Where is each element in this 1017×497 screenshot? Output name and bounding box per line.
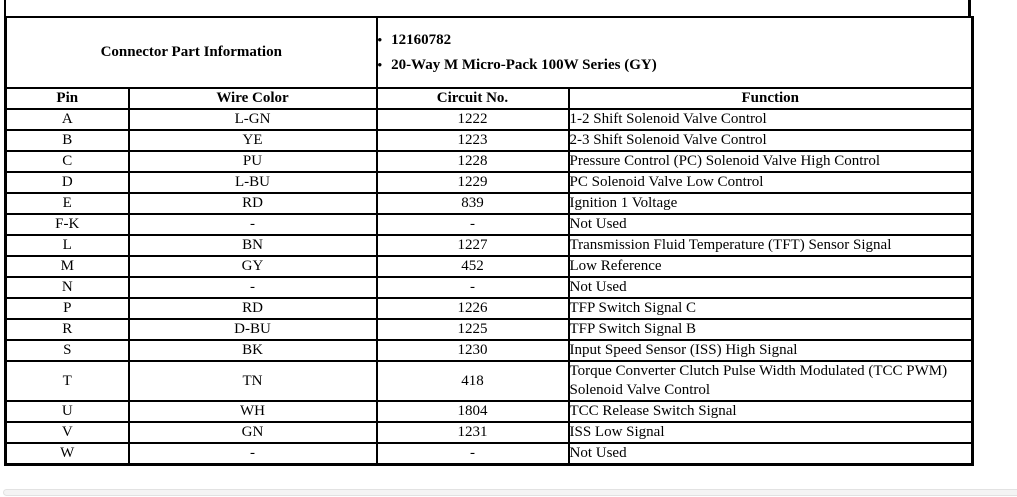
pin-cell: L	[4, 234, 130, 257]
circuit-no-cell: 452	[375, 255, 570, 278]
function-cell: Input Speed Sensor (ISS) High Signal	[567, 339, 974, 362]
function-cell: Pressure Control (PC) Solenoid Valve Hig…	[567, 150, 974, 173]
function-cell: Torque Converter Clutch Pulse Width Modu…	[567, 360, 974, 402]
pin-cell: E	[4, 192, 130, 215]
circuit-no-cell: 1223	[375, 129, 570, 152]
table-row: P RD 1226 TFP Switch Signal C	[4, 297, 974, 320]
pin-cell: S	[4, 339, 130, 362]
wire-color-cell: BK	[127, 339, 378, 362]
table-row: A L-GN 1222 1-2 Shift Solenoid Valve Con…	[4, 108, 974, 131]
table-row: V GN 1231 ISS Low Signal	[4, 421, 974, 444]
pin-cell: D	[4, 171, 130, 194]
column-header-function: Function	[567, 87, 974, 110]
part-detail-item: • 20-Way M Micro-Pack 100W Series (GY)	[377, 55, 971, 75]
wire-color-cell: RD	[127, 297, 378, 320]
part-info-label: Connector Part Information	[4, 16, 378, 89]
wire-color-cell: GN	[127, 421, 378, 444]
wire-color-cell: -	[127, 213, 378, 236]
part-details-cell: • 12160782 • 20-Way M Micro-Pack 100W Se…	[375, 16, 974, 89]
pin-cell: N	[4, 276, 130, 299]
pin-cell: A	[4, 108, 130, 131]
connector-pinout-table: Connector Part Information • 12160782 • …	[4, 16, 974, 466]
function-cell: Not Used	[567, 442, 974, 466]
wire-color-cell: TN	[127, 360, 378, 402]
wire-color-cell: -	[127, 276, 378, 299]
table-row: D L-BU 1229 PC Solenoid Valve Low Contro…	[4, 171, 974, 194]
column-header-wire-color: Wire Color	[127, 87, 378, 110]
column-header-circuit-no: Circuit No.	[375, 87, 570, 110]
function-cell: TCC Release Switch Signal	[567, 400, 974, 423]
table-row: T TN 418 Torque Converter Clutch Pulse W…	[4, 360, 974, 402]
table-row: W - - Not Used	[4, 442, 974, 466]
circuit-no-cell: 1226	[375, 297, 570, 320]
wire-color-cell: BN	[127, 234, 378, 257]
function-cell: Transmission Fluid Temperature (TFT) Sen…	[567, 234, 974, 257]
pin-cell: R	[4, 318, 130, 341]
wire-color-cell: -	[127, 442, 378, 466]
table-row: R D-BU 1225 TFP Switch Signal B	[4, 318, 974, 341]
pin-cell: B	[4, 129, 130, 152]
wire-color-cell: L-BU	[127, 171, 378, 194]
pin-cell: U	[4, 400, 130, 423]
table-row: M GY 452 Low Reference	[4, 255, 974, 278]
wire-color-cell: RD	[127, 192, 378, 215]
wire-color-cell: GY	[127, 255, 378, 278]
circuit-no-cell: 839	[375, 192, 570, 215]
circuit-no-cell: 1229	[375, 171, 570, 194]
wire-color-cell: L-GN	[127, 108, 378, 131]
wire-color-cell: PU	[127, 150, 378, 173]
column-header-row: Pin Wire Color Circuit No. Function	[4, 87, 974, 110]
pin-cell: V	[4, 421, 130, 444]
cropped-row-above	[4, 0, 971, 16]
table-row: B YE 1223 2-3 Shift Solenoid Valve Contr…	[4, 129, 974, 152]
function-cell: Ignition 1 Voltage	[567, 192, 974, 215]
part-detail-item: • 12160782	[377, 30, 971, 50]
wire-color-cell: WH	[127, 400, 378, 423]
function-cell: PC Solenoid Valve Low Control	[567, 171, 974, 194]
pin-cell: C	[4, 150, 130, 173]
circuit-no-cell: 1225	[375, 318, 570, 341]
table-row: E RD 839 Ignition 1 Voltage	[4, 192, 974, 215]
circuit-no-cell: 1228	[375, 150, 570, 173]
wire-color-cell: YE	[127, 129, 378, 152]
pin-cell: M	[4, 255, 130, 278]
function-cell: ISS Low Signal	[567, 421, 974, 444]
bullet-icon: •	[377, 32, 383, 47]
pin-cell: F-K	[4, 213, 130, 236]
pin-cell: W	[4, 442, 130, 466]
function-cell: 2-3 Shift Solenoid Valve Control	[567, 129, 974, 152]
circuit-no-cell: -	[375, 442, 570, 466]
circuit-no-cell: 418	[375, 360, 570, 402]
function-cell: TFP Switch Signal B	[567, 318, 974, 341]
table-row: U WH 1804 TCC Release Switch Signal	[4, 400, 974, 423]
circuit-no-cell: 1804	[375, 400, 570, 423]
column-header-pin: Pin	[4, 87, 130, 110]
wire-color-cell: D-BU	[127, 318, 378, 341]
circuit-no-cell: -	[375, 213, 570, 236]
horizontal-scrollbar[interactable]	[3, 489, 1017, 496]
table-row: L BN 1227 Transmission Fluid Temperature…	[4, 234, 974, 257]
table-row: S BK 1230 Input Speed Sensor (ISS) High …	[4, 339, 974, 362]
circuit-no-cell: 1227	[375, 234, 570, 257]
part-number: 12160782	[391, 32, 452, 48]
function-cell: 1-2 Shift Solenoid Valve Control	[567, 108, 974, 131]
table-row: F-K - - Not Used	[4, 213, 974, 236]
function-cell: TFP Switch Signal C	[567, 297, 974, 320]
part-info-row: Connector Part Information • 12160782 • …	[4, 16, 974, 89]
circuit-no-cell: 1231	[375, 421, 570, 444]
pin-cell: T	[4, 360, 130, 402]
connector-series: 20-Way M Micro-Pack 100W Series (GY)	[391, 57, 657, 73]
function-cell: Not Used	[567, 213, 974, 236]
bullet-icon: •	[377, 57, 383, 72]
circuit-no-cell: -	[375, 276, 570, 299]
table-row: C PU 1228 Pressure Control (PC) Solenoid…	[4, 150, 974, 173]
circuit-no-cell: 1222	[375, 108, 570, 131]
circuit-no-cell: 1230	[375, 339, 570, 362]
table-row: N - - Not Used	[4, 276, 974, 299]
pin-cell: P	[4, 297, 130, 320]
function-cell: Not Used	[567, 276, 974, 299]
function-cell: Low Reference	[567, 255, 974, 278]
